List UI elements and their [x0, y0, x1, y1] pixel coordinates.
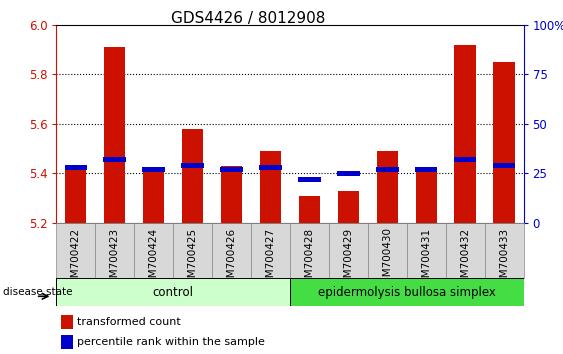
FancyBboxPatch shape	[56, 223, 95, 278]
Text: GSM700424: GSM700424	[149, 227, 159, 291]
FancyBboxPatch shape	[212, 223, 251, 278]
Bar	[415, 169, 437, 223]
Text: GSM700429: GSM700429	[343, 227, 354, 291]
Text: GSM700422: GSM700422	[71, 227, 81, 291]
Bar	[454, 158, 476, 162]
FancyBboxPatch shape	[329, 223, 368, 278]
Text: control: control	[153, 286, 194, 298]
Bar	[376, 167, 399, 172]
Bar	[65, 165, 87, 170]
Bar	[337, 171, 360, 176]
FancyBboxPatch shape	[485, 223, 524, 278]
FancyBboxPatch shape	[290, 223, 329, 278]
Bar	[338, 191, 359, 223]
Bar	[181, 163, 204, 168]
Text: epidermolysis bullosa simplex: epidermolysis bullosa simplex	[318, 286, 495, 298]
Bar	[182, 129, 203, 223]
Text: percentile rank within the sample: percentile rank within the sample	[77, 337, 265, 347]
Text: GDS4426 / 8012908: GDS4426 / 8012908	[171, 11, 325, 25]
FancyBboxPatch shape	[95, 223, 134, 278]
FancyBboxPatch shape	[446, 223, 485, 278]
Bar	[61, 335, 73, 348]
Bar	[104, 47, 126, 223]
Text: GSM700423: GSM700423	[110, 227, 120, 291]
FancyBboxPatch shape	[56, 278, 290, 306]
Bar	[220, 167, 243, 172]
Bar	[61, 315, 73, 329]
Bar	[493, 62, 515, 223]
Bar	[377, 151, 398, 223]
Text: GSM700428: GSM700428	[305, 227, 314, 291]
Bar	[454, 45, 476, 223]
Bar	[298, 177, 321, 182]
FancyBboxPatch shape	[251, 223, 290, 278]
FancyBboxPatch shape	[290, 278, 524, 306]
Text: GSM700426: GSM700426	[226, 227, 236, 291]
Text: transformed count: transformed count	[77, 318, 181, 327]
Bar	[260, 151, 281, 223]
FancyBboxPatch shape	[173, 223, 212, 278]
Bar	[65, 169, 87, 223]
Bar	[299, 196, 320, 223]
FancyBboxPatch shape	[406, 223, 446, 278]
Text: GSM700432: GSM700432	[460, 227, 470, 291]
Text: GSM700433: GSM700433	[499, 227, 509, 291]
Text: GSM700425: GSM700425	[187, 227, 198, 291]
Bar	[259, 165, 282, 170]
Bar	[415, 167, 437, 172]
FancyBboxPatch shape	[134, 223, 173, 278]
Bar	[104, 158, 126, 162]
Text: GSM700431: GSM700431	[421, 227, 431, 291]
Bar	[143, 169, 164, 223]
Text: GSM700430: GSM700430	[382, 227, 392, 290]
Bar	[142, 167, 165, 172]
Text: disease state: disease state	[3, 287, 72, 297]
FancyBboxPatch shape	[368, 223, 406, 278]
Text: GSM700427: GSM700427	[266, 227, 275, 291]
Bar	[221, 166, 242, 223]
Bar	[493, 163, 515, 168]
